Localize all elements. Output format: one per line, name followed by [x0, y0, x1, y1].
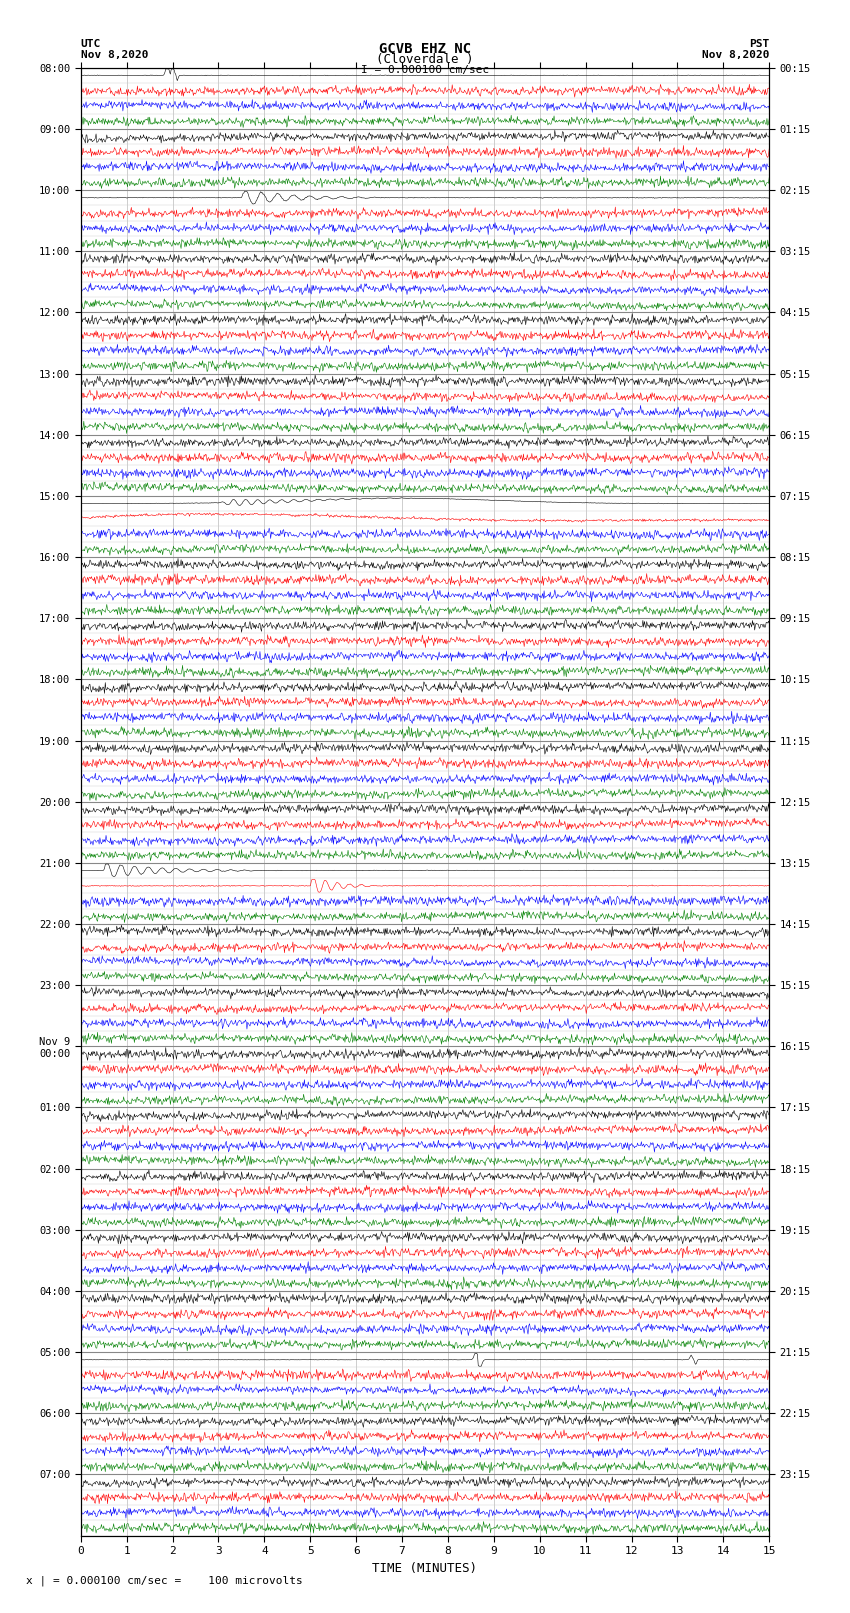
X-axis label: TIME (MINUTES): TIME (MINUTES) [372, 1561, 478, 1574]
Text: I = 0.000100 cm/sec: I = 0.000100 cm/sec [361, 65, 489, 74]
Text: (Cloverdale ): (Cloverdale ) [377, 53, 473, 66]
Text: UTC: UTC [81, 39, 101, 48]
Text: Nov 8,2020: Nov 8,2020 [81, 50, 148, 60]
Text: x | = 0.000100 cm/sec =    100 microvolts: x | = 0.000100 cm/sec = 100 microvolts [26, 1576, 303, 1587]
Text: PST: PST [749, 39, 769, 48]
Text: Nov 8,2020: Nov 8,2020 [702, 50, 769, 60]
Text: GCVB EHZ NC: GCVB EHZ NC [379, 42, 471, 56]
